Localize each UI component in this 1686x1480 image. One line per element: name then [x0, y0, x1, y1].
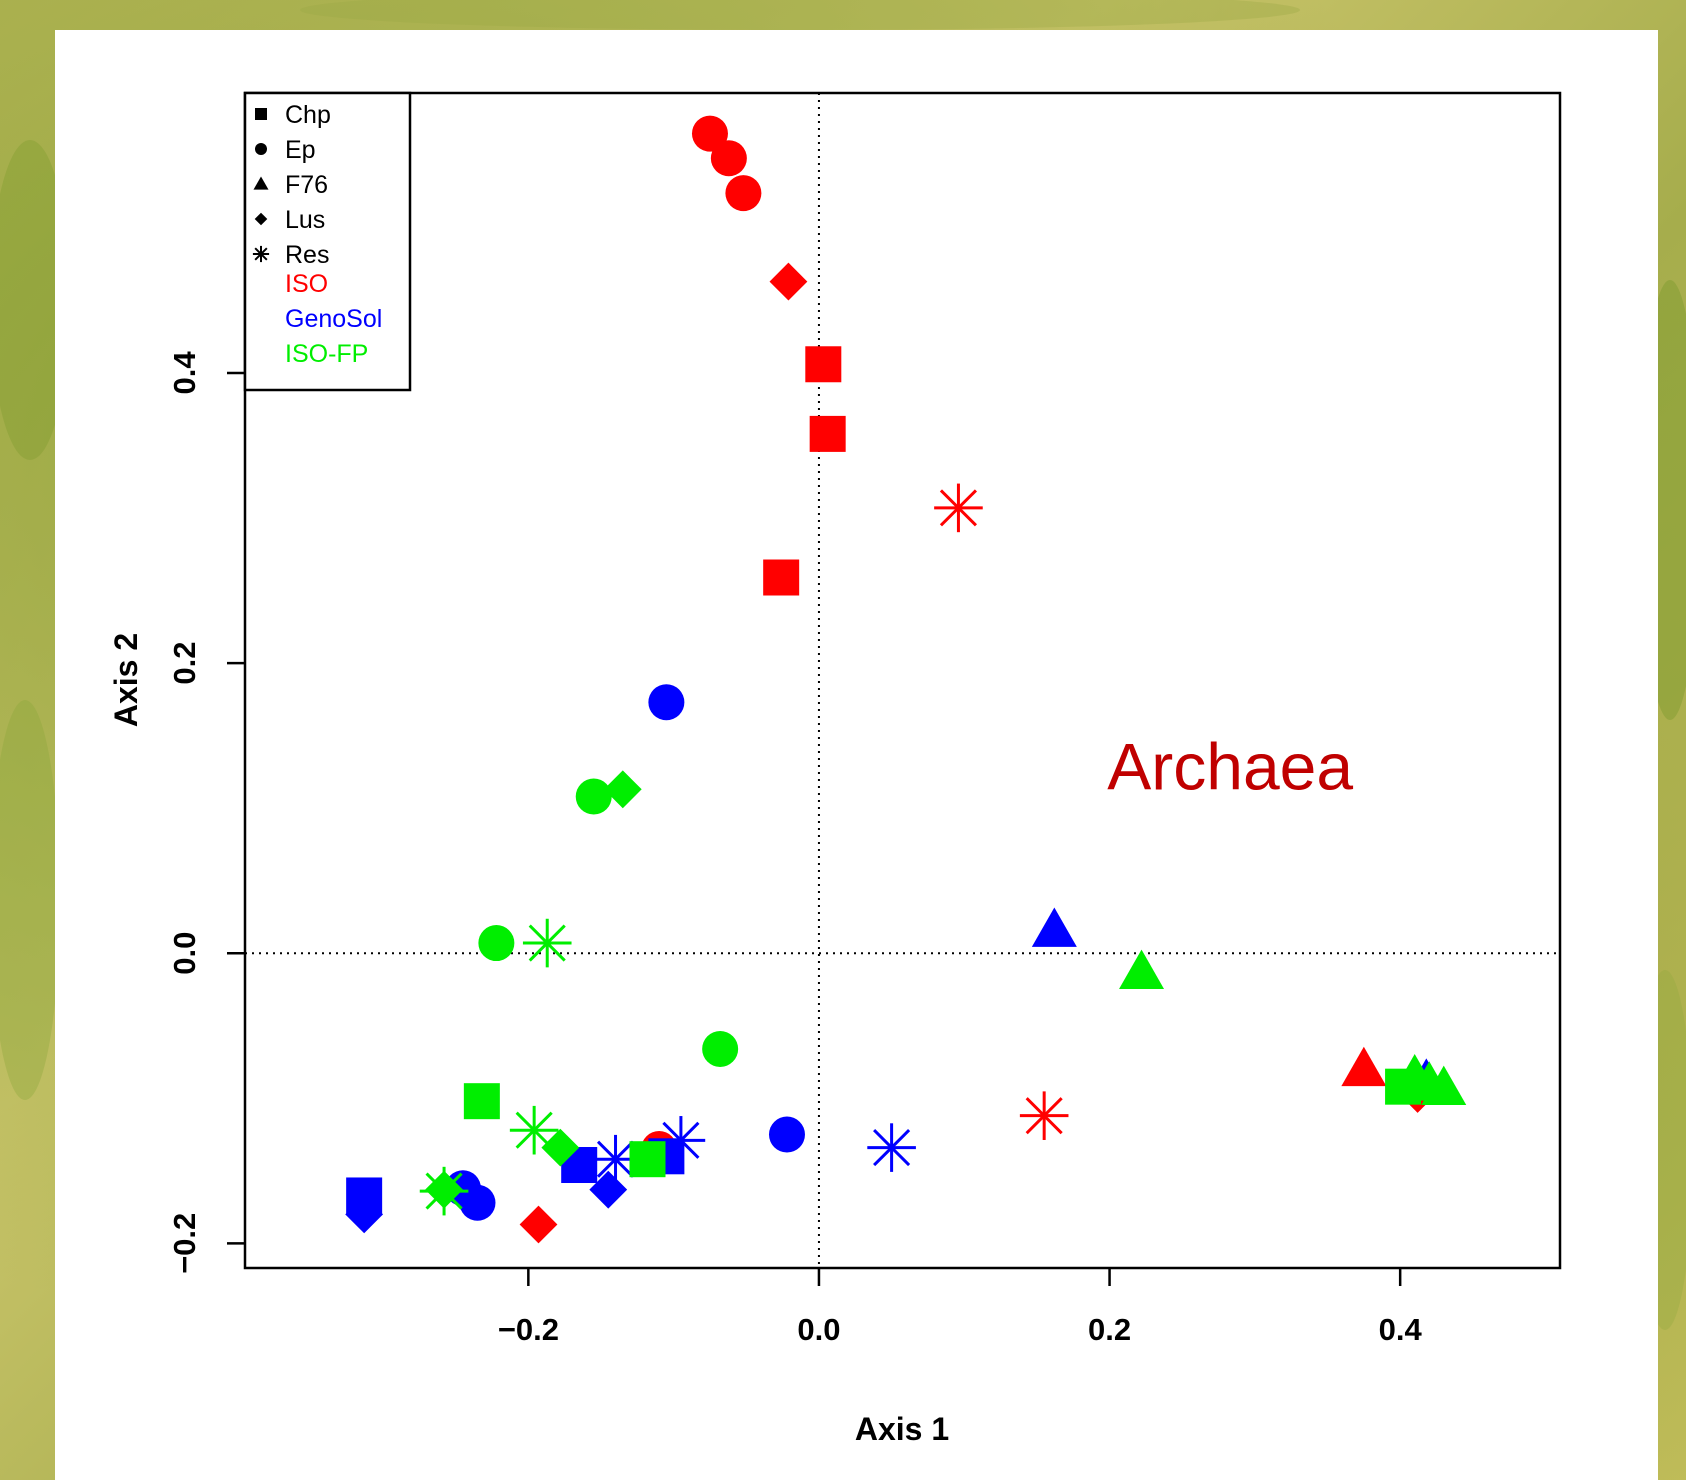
point-circle: [648, 684, 685, 721]
point-asterisk: [934, 483, 983, 533]
point-diamond: [769, 262, 808, 301]
legend-box: [243, 91, 412, 392]
point-diamond: [519, 1205, 558, 1244]
series-iso-fp: [419, 770, 1467, 1216]
point-square: [463, 1083, 500, 1120]
point-triangle: [1031, 907, 1077, 947]
asterisk-stroke: [596, 1140, 635, 1178]
legend-label: Ep: [285, 136, 316, 164]
point-circle: [702, 1030, 739, 1067]
legend-marker-asterisk: [252, 245, 270, 263]
point-diamond: [541, 1128, 580, 1167]
asterisk-stroke: [528, 924, 566, 962]
x-tick-label: 0.0: [797, 1312, 840, 1347]
plot-frame: [243, 91, 1562, 1270]
point-circle: [575, 778, 612, 815]
legend-group-label: ISO-FP: [285, 340, 368, 368]
x-axis-label: Axis 1: [855, 1411, 949, 1447]
legend-group-label: ISO: [285, 270, 328, 298]
point-circle: [725, 175, 762, 212]
legend-group-label: GenoSol: [285, 305, 382, 333]
asterisk-stroke: [873, 1129, 911, 1167]
point-square: [809, 415, 846, 452]
legend-label: Res: [285, 241, 329, 269]
point-square: [805, 346, 842, 383]
x-tick-label: −0.2: [498, 1312, 559, 1347]
legend-label: Lus: [285, 206, 325, 234]
legend-marker-circle: [255, 143, 267, 155]
x-axis-ticks: −0.2 0.0 0.2 0.4: [498, 1268, 1423, 1347]
y-tick-label: 0.4: [167, 351, 202, 395]
point-diamond: [425, 1170, 463, 1209]
y-tick-label: 0.2: [167, 642, 202, 685]
point-square: [629, 1141, 666, 1178]
point-circle: [691, 115, 728, 152]
y-tick-label: 0.0: [167, 932, 202, 975]
asterisk-stroke: [254, 247, 268, 261]
point-diamond: [589, 1170, 628, 1209]
legend-label: F76: [285, 171, 328, 199]
legend-marker-square: [255, 108, 267, 120]
point-triangle: [1119, 949, 1165, 989]
point-asterisk: [522, 918, 572, 968]
point-triangle: [1341, 1046, 1387, 1087]
ordination-scatter-plot: −0.2 0.0 0.2 0.4 −0.2 0.0 0.2 0.4 Axis 1 Axis …: [108, 91, 1562, 1447]
point-diamond: [345, 1195, 384, 1234]
point-diamond: [603, 770, 642, 809]
series-iso: [519, 115, 1437, 1244]
y-tick-label: −0.2: [167, 1213, 202, 1274]
point-circle: [710, 140, 747, 177]
point-asterisk: [1019, 1091, 1069, 1140]
x-tick-label: 0.2: [1088, 1312, 1131, 1347]
point-asterisk: [509, 1105, 559, 1155]
point-square: [763, 559, 800, 596]
point-asterisk: [867, 1123, 916, 1172]
y-axis-ticks: −0.2 0.0 0.2 0.4: [167, 351, 245, 1274]
legend-marker-triangle: [253, 176, 269, 190]
legend-label: Chp: [285, 101, 331, 129]
point-circle: [768, 1116, 805, 1153]
data-points: [345, 115, 1467, 1244]
x-tick-label: 0.4: [1379, 1312, 1423, 1347]
point-triangle: [1421, 1065, 1467, 1105]
asterisk-stroke: [515, 1111, 553, 1149]
asterisk-stroke: [939, 489, 977, 527]
y-axis-label: Axis 2: [108, 633, 144, 727]
asterisk-stroke: [1025, 1097, 1063, 1135]
legend-marker-diamond: [254, 212, 268, 226]
chart-panel: −0.2 0.0 0.2 0.4 −0.2 0.0 0.2 0.4 Axis 1 Axis …: [55, 30, 1658, 1480]
archaea-annotation: Archaea: [1107, 730, 1353, 804]
point-circle: [478, 925, 515, 962]
